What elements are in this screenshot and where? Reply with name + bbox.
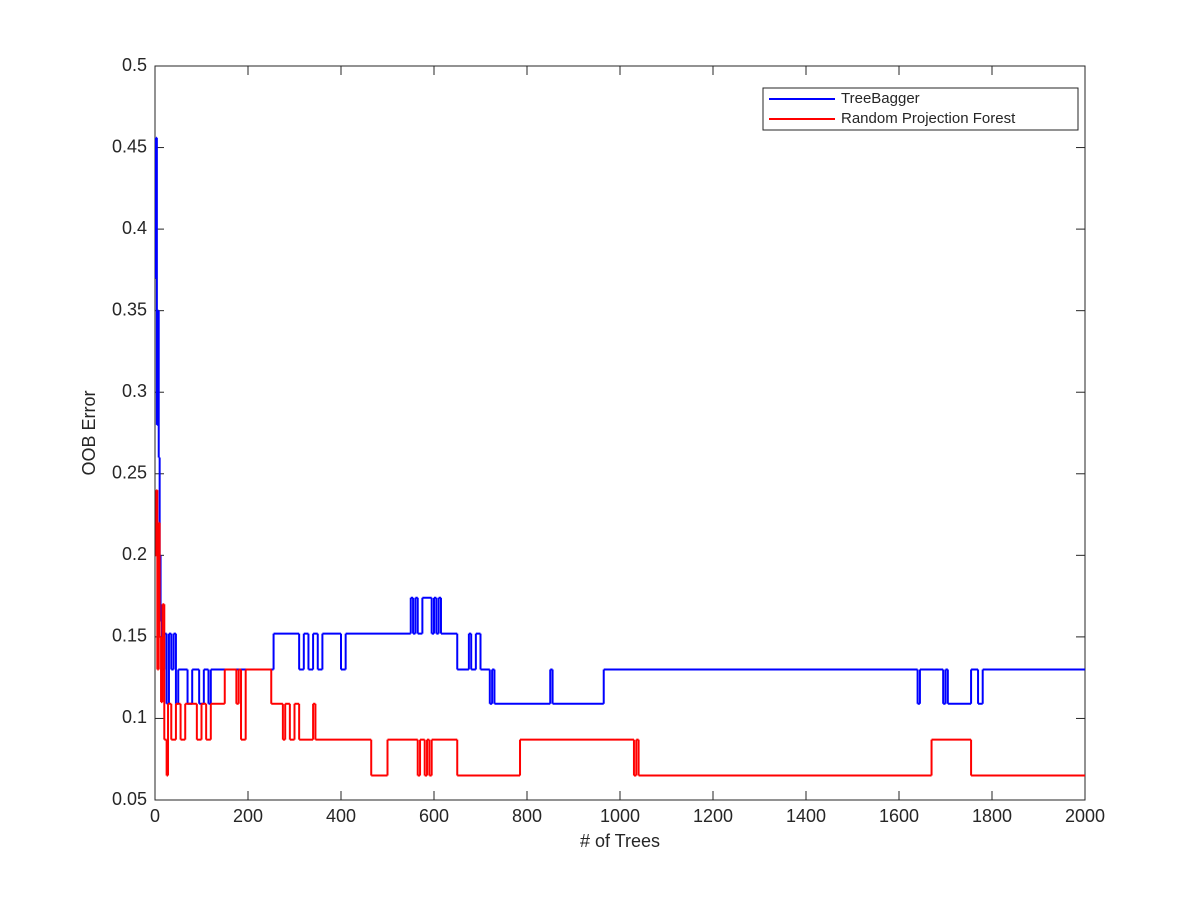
- x-tick-label: 1600: [879, 806, 919, 826]
- y-tick-label: 0.4: [122, 218, 147, 238]
- x-tick-label: 2000: [1065, 806, 1105, 826]
- y-axis-label: OOB Error: [79, 390, 99, 475]
- y-tick-label: 0.3: [122, 381, 147, 401]
- x-tick-label: 1800: [972, 806, 1012, 826]
- y-tick-label: 0.15: [112, 626, 147, 646]
- y-tick-label: 0.25: [112, 463, 147, 483]
- x-tick-label: 1000: [600, 806, 640, 826]
- y-tick-label: 0.35: [112, 299, 147, 319]
- y-tick-label: 0.2: [122, 544, 147, 564]
- y-tick-label: 0.5: [122, 55, 147, 75]
- x-tick-label: 1200: [693, 806, 733, 826]
- y-tick-label: 0.45: [112, 136, 147, 156]
- legend-label: TreeBagger: [841, 90, 920, 107]
- x-tick-label: 600: [419, 806, 449, 826]
- y-tick-label: 0.05: [112, 789, 147, 809]
- x-tick-label: 400: [326, 806, 356, 826]
- x-axis-label: # of Trees: [580, 831, 660, 851]
- x-tick-label: 800: [512, 806, 542, 826]
- legend-box: [762, 87, 1079, 131]
- x-tick-label: 0: [150, 806, 160, 826]
- y-tick-label: 0.1: [122, 707, 147, 727]
- x-tick-label: 200: [233, 806, 263, 826]
- legend-label: Random Projection Forest: [841, 110, 1016, 127]
- x-tick-label: 1400: [786, 806, 826, 826]
- plot-area: [154, 65, 1086, 801]
